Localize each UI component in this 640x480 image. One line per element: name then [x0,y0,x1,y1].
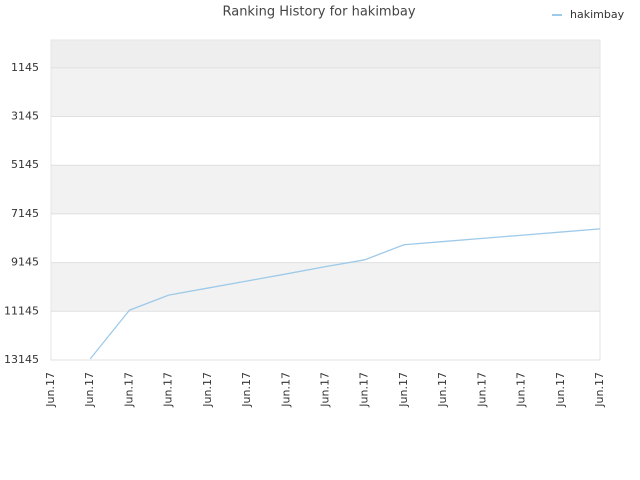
x-tick-label: Jun.17 [515,372,528,408]
x-tick-label: Jun.17 [279,372,292,408]
plot-band [51,165,600,214]
y-tick-label: 9145 [11,256,39,269]
x-tick-label: Jun.17 [83,372,96,408]
legend-label: hakimbay [570,8,625,21]
x-tick-label: Jun.17 [319,372,332,408]
y-tick-label: 13145 [4,353,39,366]
y-tick-label: 1145 [11,61,39,74]
plot-band [51,311,600,360]
plot-band [51,116,600,166]
x-tick-label: Jun.17 [240,372,253,408]
y-tick-label: 3145 [11,110,39,123]
x-tick-label: Jun.17 [554,372,567,408]
x-tick-label: Jun.17 [397,372,410,408]
x-tick-label: Jun.17 [436,372,449,408]
plot-band [51,40,600,68]
plot-band [51,67,600,117]
x-tick-label: Jun.17 [475,372,488,408]
plot-band [51,262,600,312]
x-tick-label: Jun.17 [593,372,606,408]
x-tick-label: Jun.17 [358,372,371,408]
y-tick-label: 5145 [11,158,39,171]
y-tick-label: 7145 [11,207,39,220]
y-tick-label: 11145 [4,304,39,317]
x-tick-label: Jun.17 [44,372,57,408]
x-tick-label: Jun.17 [162,372,175,408]
chart-title: Ranking History for hakimbay [222,5,415,20]
series-line [89,228,601,360]
x-tick-label: Jun.17 [201,372,214,408]
x-tick-label: Jun.17 [122,372,135,408]
plot-band [51,213,600,263]
